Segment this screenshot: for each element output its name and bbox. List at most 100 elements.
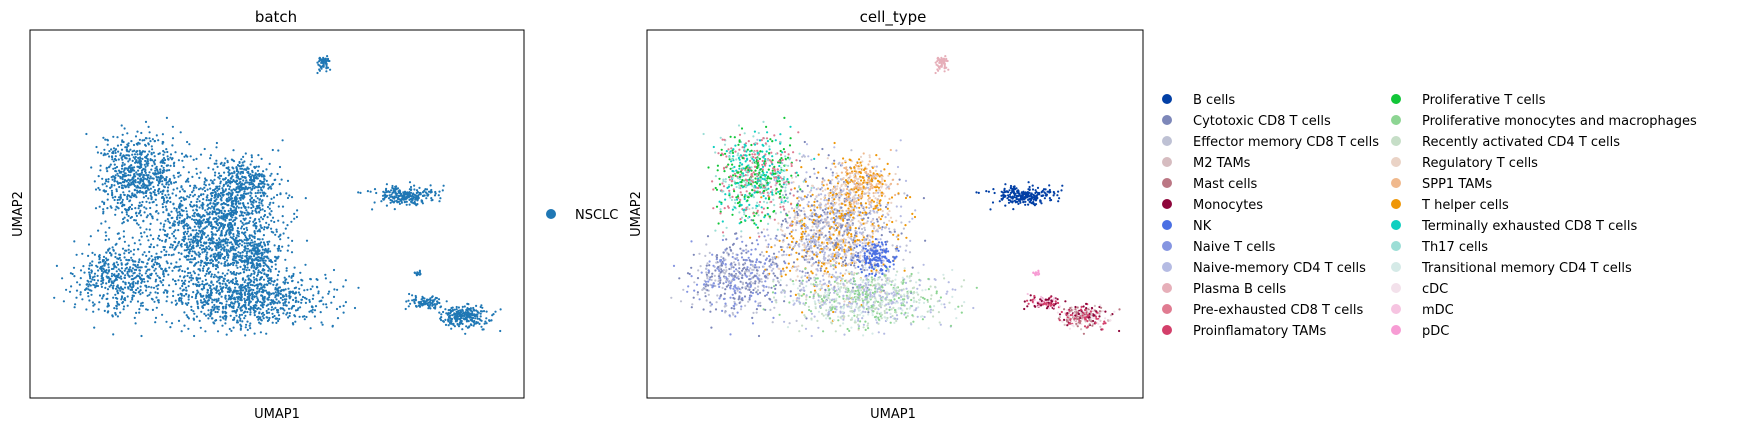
batch-point <box>101 276 104 280</box>
batch-point <box>479 312 482 315</box>
batch-point <box>230 158 233 161</box>
batch-point <box>245 213 248 216</box>
batch-point <box>124 157 127 160</box>
batch-point <box>178 204 181 207</box>
batch-point <box>121 205 124 208</box>
batch-point <box>199 222 202 225</box>
batch-point <box>239 185 243 188</box>
batch-point <box>226 184 229 187</box>
batch-point <box>153 193 156 196</box>
batch-point <box>325 306 328 309</box>
batch-point <box>127 259 130 262</box>
batch-point <box>214 190 217 194</box>
batch-point <box>309 327 312 330</box>
batch-point <box>95 145 98 149</box>
batch-point <box>236 183 239 186</box>
batch-point <box>409 185 413 189</box>
batch-point <box>167 183 170 186</box>
batch-point <box>256 287 259 290</box>
batch-point <box>271 316 274 319</box>
batch-point <box>134 180 137 183</box>
batch-point <box>221 193 224 196</box>
batch-point <box>174 229 177 232</box>
batch-point <box>193 225 196 228</box>
batch-point <box>455 308 458 311</box>
batch-point <box>211 181 214 185</box>
batch-point <box>144 137 147 140</box>
batch-point <box>472 324 475 327</box>
batch-point <box>204 278 207 281</box>
batch-point <box>400 194 404 197</box>
batch-point <box>442 184 445 187</box>
batch-point <box>251 293 254 296</box>
batch-point <box>185 232 189 235</box>
batch-point <box>217 254 220 257</box>
batch-point <box>204 299 207 302</box>
batch-point <box>144 159 147 163</box>
batch-point <box>438 200 441 203</box>
batch-point <box>480 325 483 328</box>
batch-point <box>225 233 228 236</box>
batch-point <box>185 289 188 292</box>
batch-point <box>127 150 131 153</box>
batch-point <box>125 213 128 216</box>
batch-point <box>140 131 143 135</box>
batch-point <box>82 265 85 268</box>
batch-point <box>126 195 129 198</box>
batch-point <box>233 309 236 313</box>
batch-point <box>369 190 372 193</box>
batch-point <box>342 285 345 288</box>
batch-point <box>196 198 199 201</box>
batch-point <box>214 264 217 267</box>
batch-point <box>130 140 133 143</box>
batch-point <box>230 194 233 197</box>
batch-point <box>204 184 207 187</box>
batch-point <box>422 194 425 197</box>
batch-point <box>336 317 340 320</box>
batch-point <box>208 284 211 287</box>
batch-point <box>250 239 253 242</box>
batch-point <box>272 299 275 302</box>
batch-point <box>311 297 314 300</box>
batch-point <box>86 291 90 295</box>
batch-point <box>244 314 247 317</box>
batch-point <box>70 285 73 288</box>
batch-point <box>187 235 190 238</box>
batch-point <box>154 159 157 162</box>
batch-point <box>254 257 257 260</box>
batch-point <box>256 273 260 276</box>
batch-point <box>146 176 150 179</box>
batch-point <box>126 272 129 275</box>
batch-point <box>112 333 115 336</box>
batch-point <box>132 253 135 256</box>
batch-point <box>252 269 255 272</box>
batch-point <box>164 158 167 162</box>
batch-point <box>183 324 186 327</box>
batch-point <box>258 206 261 210</box>
batch-point <box>261 199 264 202</box>
batch-point <box>277 294 280 297</box>
batch-point <box>182 197 185 200</box>
batch-point <box>165 320 168 323</box>
batch-point <box>208 237 211 240</box>
batch-point <box>249 313 252 316</box>
batch-point <box>256 205 260 208</box>
batch-point <box>221 189 225 192</box>
batch-point <box>182 281 186 284</box>
batch-point <box>141 150 145 153</box>
batch-point <box>256 251 259 254</box>
batch-point <box>157 184 160 187</box>
batch-point <box>139 266 142 269</box>
batch-point <box>173 220 177 223</box>
batch-point <box>155 168 159 171</box>
batch-point <box>234 196 237 199</box>
batch-point <box>288 294 291 297</box>
batch-point <box>312 294 315 297</box>
batch-point <box>177 205 180 209</box>
batch-point <box>171 125 174 128</box>
batch-point <box>286 281 289 284</box>
batch-point <box>450 322 453 325</box>
batch-point <box>195 293 198 296</box>
batch-point <box>166 155 169 158</box>
batch-point <box>209 297 212 300</box>
